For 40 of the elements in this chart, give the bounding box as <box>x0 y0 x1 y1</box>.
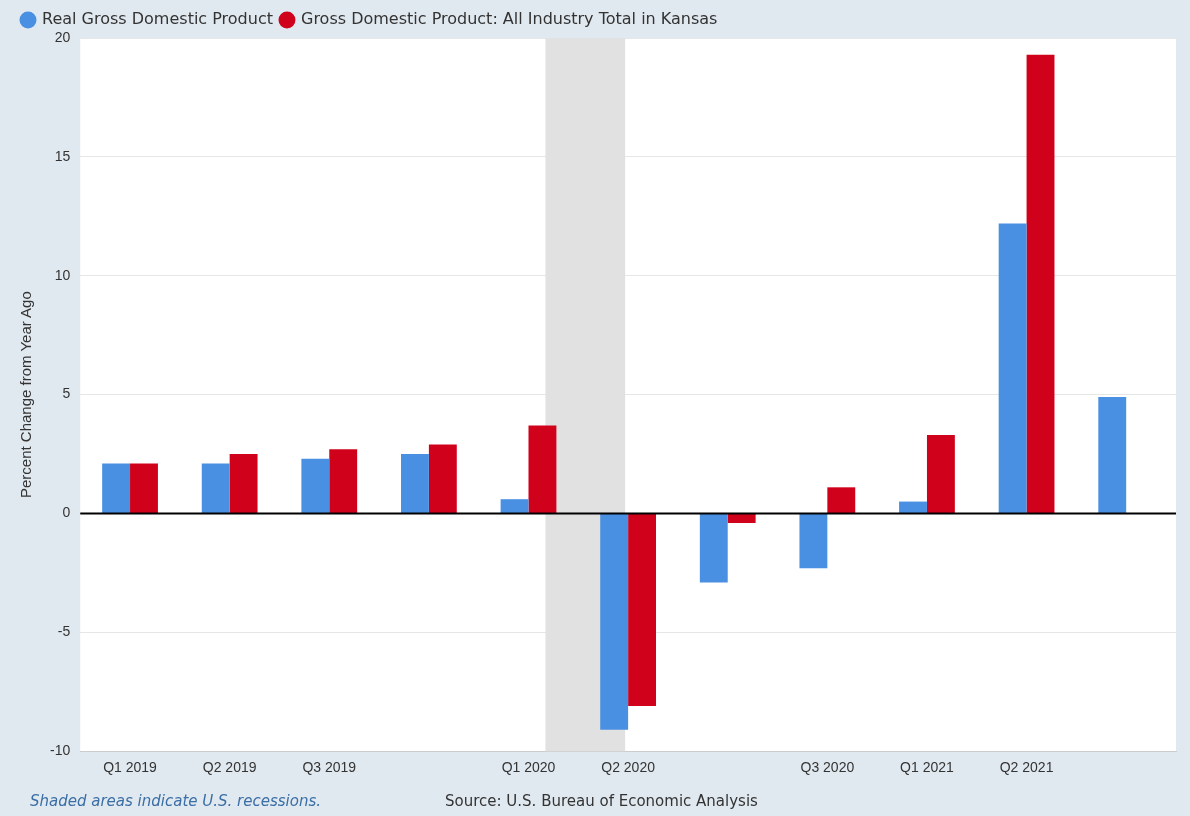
source-note: Source: U.S. Bureau of Economic Analysis <box>445 792 758 810</box>
bar <box>500 499 529 513</box>
y-tick-label: 10 <box>54 266 71 283</box>
bar <box>1026 54 1055 513</box>
bar <box>528 425 557 513</box>
x-tick-label: Q3 2020 <box>800 759 855 776</box>
bar <box>229 454 258 513</box>
bar <box>301 458 330 513</box>
bar <box>998 223 1027 513</box>
x-tick-label: Q1 2020 <box>501 759 556 776</box>
text: Shaded areas indicate U.S. recessions. <box>30 792 322 810</box>
y-tick-label: -10 <box>50 742 71 759</box>
bar <box>401 454 429 513</box>
x-tick-label: Q2 2020 <box>601 759 656 776</box>
y-tick-label: 5 <box>62 385 71 402</box>
bar <box>628 513 657 707</box>
bar <box>799 513 828 569</box>
y-tick-label: -5 <box>57 623 71 640</box>
y-tick-label: 15 <box>54 147 71 164</box>
x-tick-label: Q1 2019 <box>103 759 158 776</box>
bar <box>329 449 358 513</box>
y-axis-title: Percent Change from Year Ago <box>17 291 35 499</box>
y-tick-label: 20 <box>54 28 71 45</box>
bar <box>130 463 158 513</box>
x-tick-label: Q3 2019 <box>302 759 357 776</box>
x-tick-label: Q2 2019 <box>202 759 257 776</box>
legend-label: Real Gross Domestic Product <box>42 9 273 29</box>
y-tick-label: 0 <box>62 504 71 521</box>
x-tick-label: Q1 2021 <box>900 759 955 776</box>
bar <box>428 444 457 513</box>
bar <box>699 513 728 583</box>
bar <box>102 463 131 513</box>
legend-label: Gross Domestic Product: All Industry Total in Kansas <box>300 9 718 29</box>
bar <box>600 513 629 730</box>
x-tick-label: Q2 2021 <box>999 759 1054 776</box>
bar <box>926 435 955 513</box>
bar <box>827 487 856 513</box>
bar <box>1098 396 1127 513</box>
bar <box>727 513 756 523</box>
bar <box>201 463 230 513</box>
